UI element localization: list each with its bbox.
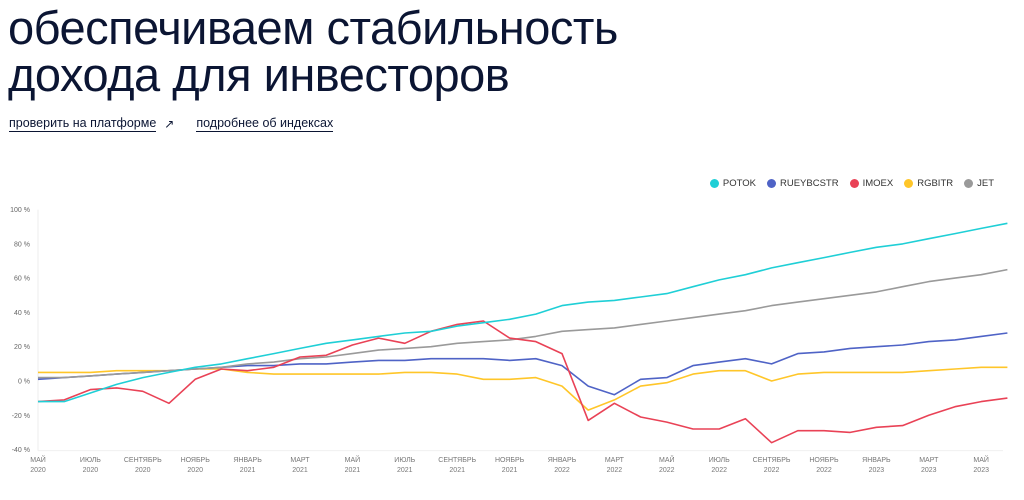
- x-tick-year: 2022: [711, 467, 727, 474]
- x-tick-year: 2022: [816, 467, 832, 474]
- x-tick-month: МАЙ: [973, 455, 989, 464]
- x-tick-month: НОЯБРЬ: [809, 457, 839, 464]
- x-tick-year: 2023: [973, 467, 989, 474]
- legend-dot-icon: [849, 179, 859, 188]
- legend-item-imoex[interactable]: IMOEX: [849, 178, 894, 189]
- x-tick-year: 2020: [30, 467, 46, 474]
- x-tick-year: 2021: [240, 467, 256, 474]
- chart-legend: POTOK RUEYBCSTR IMOEX RGBITR JET: [709, 178, 994, 189]
- legend-label: RUEYBCSTR: [780, 178, 839, 189]
- check-platform-link[interactable]: проверить на платформе: [9, 116, 157, 132]
- x-tick-year: 2021: [449, 467, 465, 474]
- x-tick-month: МАРТ: [290, 457, 310, 464]
- series-line-potok[interactable]: [38, 222, 1008, 403]
- x-tick-month: МАЙ: [345, 455, 361, 464]
- indexes-info-link[interactable]: подробнее об индексах: [196, 116, 334, 132]
- y-tick-label: 20 %: [14, 344, 30, 351]
- y-tick-label: -40 %: [12, 447, 30, 454]
- x-tick-month: НОЯБРЬ: [181, 457, 211, 464]
- x-tick-year: 2021: [397, 467, 413, 474]
- x-tick-year: 2020: [135, 467, 151, 474]
- link-row: проверить на платформе ↗ подробнее об ин…: [9, 116, 334, 132]
- y-tick-label: -20 %: [12, 413, 30, 420]
- legend-item-rgbitr[interactable]: RGBITR: [904, 178, 953, 189]
- x-tick-year: 2021: [345, 467, 361, 474]
- series-line-imoex[interactable]: [37, 320, 1008, 444]
- line-chart: 100 %80 %60 %40 %20 %0 %-20 %-40 %МАЙ202…: [10, 207, 1008, 474]
- x-tick-month: МАЙ: [30, 455, 46, 464]
- x-tick-month: МАРТ: [919, 457, 939, 464]
- series-line-jet[interactable]: [38, 268, 1008, 379]
- x-tick-month: МАЙ: [659, 455, 675, 464]
- x-tick-year: 2022: [659, 467, 675, 474]
- x-tick-year: 2022: [554, 467, 570, 474]
- title-line-1: обеспечиваем стабильность: [8, 1, 618, 54]
- y-tick-label: 40 %: [14, 310, 30, 317]
- legend-item-potok[interactable]: POTOK: [709, 178, 756, 189]
- legend-label: IMOEX: [862, 178, 894, 189]
- x-tick-month: ИЮЛЬ: [394, 457, 415, 464]
- arrow-up-right-icon[interactable]: ↗: [164, 117, 175, 131]
- legend-item-rueybcstr[interactable]: RUEYBCSTR: [767, 178, 839, 189]
- y-tick-label: 60 %: [14, 276, 30, 283]
- x-tick-month: НОЯБРЬ: [495, 457, 525, 464]
- x-tick-year: 2020: [187, 467, 203, 474]
- x-tick-month: ЯНВАРЬ: [233, 457, 262, 464]
- legend-dot-icon: [904, 179, 914, 188]
- page-title: обеспечиваем стабильность дохода для инв…: [8, 4, 618, 98]
- x-tick-year: 2020: [83, 467, 99, 474]
- x-tick-month: ИЮЛЬ: [709, 457, 730, 464]
- legend-label: POTOK: [722, 178, 756, 189]
- y-tick-label: 0 %: [18, 379, 30, 386]
- legend-label: RGBITR: [917, 178, 954, 189]
- series-line-rgbitr[interactable]: [38, 366, 1008, 411]
- x-tick-year: 2021: [292, 467, 308, 474]
- legend-label: JET: [977, 178, 994, 189]
- x-tick-year: 2021: [502, 467, 518, 474]
- x-tick-month: ЯНВАРЬ: [548, 457, 577, 464]
- x-tick-year: 2023: [921, 467, 937, 474]
- x-tick-year: 2022: [764, 467, 780, 474]
- y-tick-label: 100 %: [10, 207, 30, 214]
- legend-dot-icon: [709, 179, 719, 188]
- series-line-rueybcstr[interactable]: [37, 332, 1008, 396]
- x-tick-year: 2022: [607, 467, 623, 474]
- x-tick-month: МАРТ: [605, 457, 625, 464]
- x-tick-year: 2023: [869, 467, 885, 474]
- x-tick-month: СЕНТЯБРЬ: [124, 457, 162, 464]
- x-tick-month: ЯНВАРЬ: [862, 457, 891, 464]
- x-tick-month: ИЮЛЬ: [80, 457, 101, 464]
- legend-dot-icon: [964, 179, 974, 188]
- legend-item-jet[interactable]: JET: [964, 178, 994, 189]
- x-tick-month: СЕНТЯБРЬ: [753, 457, 791, 464]
- title-line-2: дохода для инвесторов: [8, 48, 510, 101]
- check-platform-link-wrap[interactable]: проверить на платформе ↗: [9, 116, 174, 132]
- y-tick-label: 80 %: [14, 241, 30, 248]
- legend-dot-icon: [767, 179, 776, 188]
- x-tick-month: СЕНТЯБРЬ: [438, 457, 476, 464]
